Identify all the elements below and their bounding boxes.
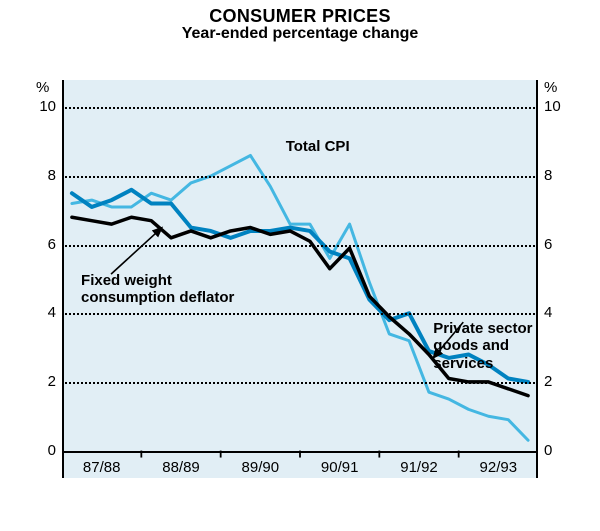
ytick-right: 6 xyxy=(544,236,572,253)
ytick-right: 10 xyxy=(544,98,572,115)
ytick-left: 0 xyxy=(32,442,56,459)
left-axis-line xyxy=(62,80,64,478)
chart-subtitle: Year-ended percentage change xyxy=(0,25,600,43)
gridline xyxy=(62,313,538,315)
ytick-left: 8 xyxy=(32,167,56,184)
gridline xyxy=(62,176,538,178)
xtick-label: 89/90 xyxy=(242,459,280,476)
chart-annotation: Private sectorgoods andservices xyxy=(433,320,532,372)
xtick-label: 91/92 xyxy=(400,459,438,476)
ytick-left: 4 xyxy=(32,304,56,321)
gridline xyxy=(62,107,538,109)
xtick-label: 92/93 xyxy=(480,459,518,476)
annotation-arrow xyxy=(111,228,162,275)
xtick-label: 90/91 xyxy=(321,459,359,476)
chart-annotation: Total CPI xyxy=(286,138,350,155)
ytick-right: 2 xyxy=(544,373,572,390)
chart-annotation: Fixed weightconsumption deflator xyxy=(81,272,234,307)
ytick-left: 6 xyxy=(32,236,56,253)
xtick-label: 88/89 xyxy=(162,459,200,476)
ytick-left: 10 xyxy=(32,98,56,115)
xtick-label: 87/88 xyxy=(83,459,121,476)
y-unit-right: % xyxy=(544,79,557,96)
y-unit-left: % xyxy=(36,79,49,96)
gridline xyxy=(62,245,538,247)
ytick-left: 2 xyxy=(32,373,56,390)
gridline xyxy=(62,382,538,384)
chart-title: CONSUMER PRICES xyxy=(0,6,600,27)
right-axis-line xyxy=(536,80,538,478)
x-axis-line xyxy=(62,451,538,453)
ytick-right: 0 xyxy=(544,442,572,459)
ytick-right: 8 xyxy=(544,167,572,184)
ytick-right: 4 xyxy=(544,304,572,321)
